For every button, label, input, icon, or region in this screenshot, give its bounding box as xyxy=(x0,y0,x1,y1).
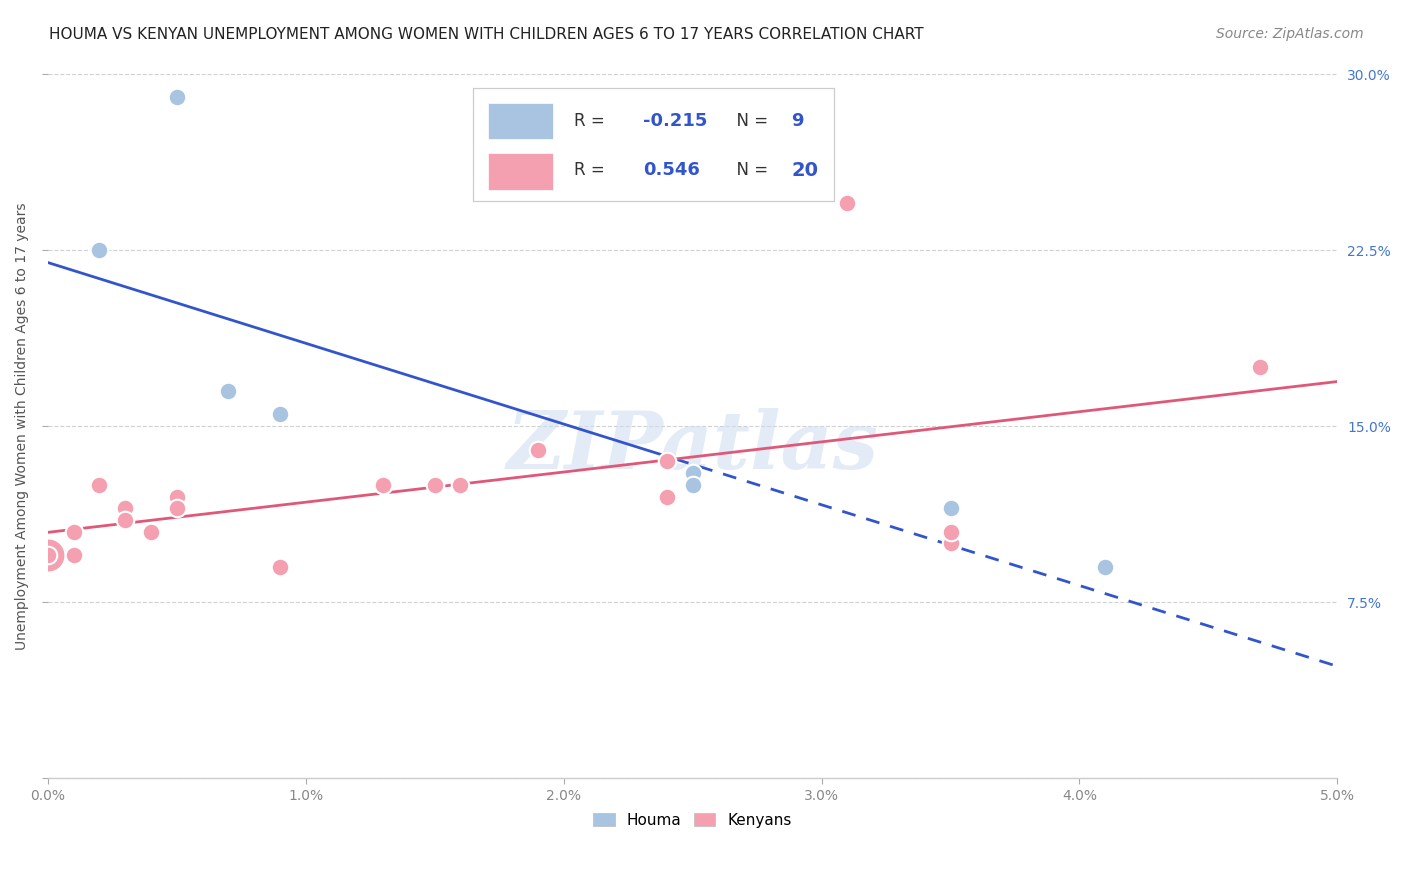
Point xyxy=(37,548,59,562)
Point xyxy=(449,478,471,492)
Point xyxy=(371,478,394,492)
Point xyxy=(682,466,704,480)
Point xyxy=(655,490,678,504)
Point xyxy=(89,478,111,492)
Point xyxy=(166,501,188,516)
Text: HOUMA VS KENYAN UNEMPLOYMENT AMONG WOMEN WITH CHILDREN AGES 6 TO 17 YEARS CORREL: HOUMA VS KENYAN UNEMPLOYMENT AMONG WOMEN… xyxy=(49,27,924,42)
Point xyxy=(269,408,291,422)
Y-axis label: Unemployment Among Women with Children Ages 6 to 17 years: Unemployment Among Women with Children A… xyxy=(15,202,30,650)
Point xyxy=(939,524,962,539)
Point xyxy=(655,454,678,468)
Point xyxy=(837,196,859,211)
Point xyxy=(939,501,962,516)
Point xyxy=(371,478,394,492)
Point xyxy=(269,560,291,574)
Text: ZIPatlas: ZIPatlas xyxy=(506,409,879,486)
Point xyxy=(939,536,962,550)
Point xyxy=(114,513,136,527)
Point xyxy=(1249,360,1271,375)
Legend: Houma, Kenyans: Houma, Kenyans xyxy=(588,806,799,834)
Point xyxy=(166,90,188,104)
Point xyxy=(62,548,84,562)
Point xyxy=(89,243,111,257)
Point xyxy=(217,384,239,398)
Point xyxy=(682,478,704,492)
Point xyxy=(1094,560,1116,574)
Point xyxy=(166,490,188,504)
Text: Source: ZipAtlas.com: Source: ZipAtlas.com xyxy=(1216,27,1364,41)
Point xyxy=(423,478,446,492)
Point xyxy=(139,524,162,539)
Point xyxy=(37,548,59,562)
Point xyxy=(114,501,136,516)
Point xyxy=(527,442,550,457)
Point xyxy=(62,524,84,539)
